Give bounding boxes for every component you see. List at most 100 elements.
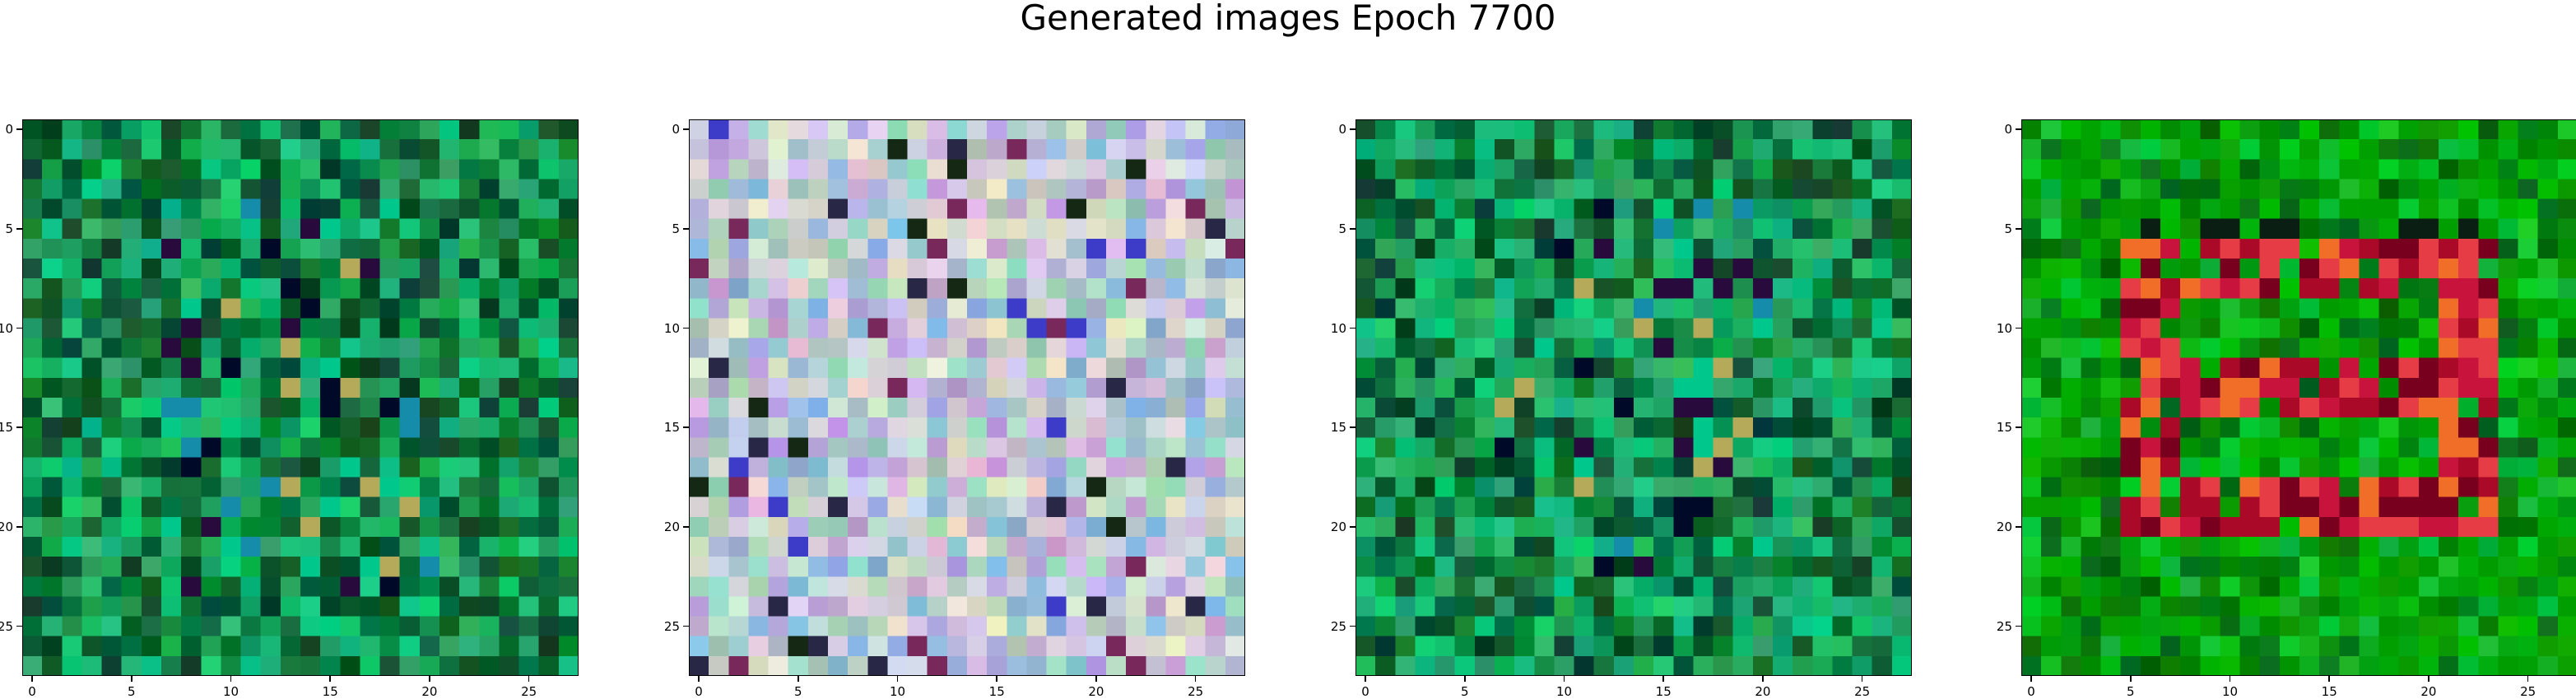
y-tick: [16, 625, 22, 627]
x-tick: [329, 676, 331, 682]
x-tick: [1365, 676, 1366, 682]
y-tick: [683, 426, 689, 428]
x-tick-label: 20: [1755, 684, 1771, 699]
y-tick-label: 15: [663, 420, 680, 436]
x-tick: [2030, 676, 2032, 682]
x-tick: [1095, 676, 1097, 682]
x-tick-label: 5: [794, 684, 802, 699]
y-tick-label: 25: [1330, 618, 1346, 634]
x-tick: [2130, 676, 2132, 682]
generated-image-3: [1355, 119, 1912, 676]
y-tick: [2016, 128, 2021, 130]
y-tick-label: 20: [1996, 519, 2012, 534]
y-tick: [2016, 526, 2021, 528]
y-tick: [683, 327, 689, 329]
y-tick-label: 5: [672, 221, 680, 236]
y-tick-label: 10: [1330, 320, 1346, 336]
y-tick: [2016, 426, 2021, 428]
x-tick-label: 0: [1361, 684, 1369, 699]
x-tick: [1563, 676, 1565, 682]
x-tick: [1762, 676, 1764, 682]
x-tick-label: 0: [695, 684, 703, 699]
x-tick-label: 20: [2420, 684, 2437, 699]
image-panel-3: 0 5 10 15 20 25 0 5 10 15 20 25: [1331, 119, 1912, 699]
x-tick-label: 0: [28, 684, 36, 699]
y-tick: [1350, 327, 1355, 329]
x-tick: [2527, 676, 2529, 682]
x-tick-label: 25: [2520, 684, 2536, 699]
y-tick-label: 0: [2004, 122, 2012, 137]
image-panel-2: 0 5 10 15 20 25 0 5 10 15 20 25: [664, 119, 1245, 699]
y-tick: [16, 327, 22, 329]
y-tick-label: 5: [5, 221, 13, 236]
generated-image-2: [689, 119, 1245, 676]
y-tick: [2016, 228, 2021, 230]
x-tick-label: 25: [1188, 684, 1204, 699]
x-tick: [1194, 676, 1197, 682]
x-tick: [131, 676, 133, 682]
y-tick: [683, 228, 689, 230]
x-tick: [1662, 676, 1664, 682]
y-tick-label: 5: [1338, 221, 1346, 236]
x-tick-label: 15: [2321, 684, 2337, 699]
y-tick-label: 5: [2004, 221, 2012, 236]
x-tick: [2428, 676, 2430, 682]
x-tick: [1464, 676, 1466, 682]
y-tick: [1350, 128, 1355, 130]
x-tick: [896, 676, 899, 682]
y-tick-label: 25: [0, 618, 13, 634]
image-panel-4: 0 5 10 15 20 25 0 5 10 15 20 25: [1997, 119, 2576, 699]
x-tick: [698, 676, 700, 682]
y-tick-label: 15: [1330, 420, 1346, 436]
y-tick: [2016, 327, 2021, 329]
generated-image-4: [2021, 119, 2576, 676]
x-tick-label: 10: [222, 684, 239, 699]
x-tick-label: 10: [1555, 684, 1573, 699]
x-tick-label: 5: [2127, 684, 2135, 699]
y-tick: [16, 228, 22, 230]
x-tick: [797, 676, 799, 682]
x-tick-label: 15: [988, 684, 1005, 699]
y-tick-label: 15: [0, 420, 13, 436]
x-tick-label: 25: [521, 684, 537, 699]
y-tick: [1350, 526, 1355, 528]
y-tick: [16, 526, 22, 528]
x-tick-label: 25: [1854, 684, 1871, 699]
x-tick: [429, 676, 430, 682]
x-tick: [230, 676, 232, 682]
x-tick-label: 5: [128, 684, 136, 699]
y-tick-label: 0: [5, 122, 13, 137]
y-tick-label: 25: [1996, 618, 2012, 634]
y-tick: [683, 128, 689, 130]
y-tick-label: 25: [663, 618, 680, 634]
y-tick-label: 0: [1338, 122, 1346, 137]
x-tick-label: 0: [2027, 684, 2035, 699]
y-tick: [683, 526, 689, 528]
y-tick-label: 20: [0, 519, 13, 534]
y-tick-label: 20: [1330, 519, 1346, 534]
figure-title: Generated images Epoch 7700: [1020, 0, 1556, 38]
y-tick: [16, 426, 22, 428]
x-tick-label: 5: [1461, 684, 1469, 699]
y-tick-label: 0: [672, 122, 680, 137]
generated-image-1: [22, 119, 579, 676]
x-tick: [31, 676, 33, 682]
y-tick-label: 10: [663, 320, 680, 336]
y-tick: [16, 128, 22, 130]
x-tick-label: 20: [421, 684, 438, 699]
x-tick: [1861, 676, 1863, 682]
y-tick-label: 10: [0, 320, 13, 336]
y-tick-label: 10: [1996, 320, 2012, 336]
x-tick-label: 15: [1655, 684, 1672, 699]
x-tick: [2328, 676, 2330, 682]
y-tick-label: 20: [663, 519, 680, 534]
x-tick-label: 15: [322, 684, 338, 699]
y-tick: [2016, 625, 2021, 627]
x-tick: [528, 676, 530, 682]
x-tick: [996, 676, 997, 682]
y-tick: [1350, 426, 1355, 428]
x-tick-label: 10: [2221, 684, 2239, 699]
x-tick: [2229, 676, 2231, 682]
image-panel-1: 0 5 10 15 20 25 0 5 10 15 20 25: [0, 119, 579, 699]
y-tick: [1350, 625, 1355, 627]
